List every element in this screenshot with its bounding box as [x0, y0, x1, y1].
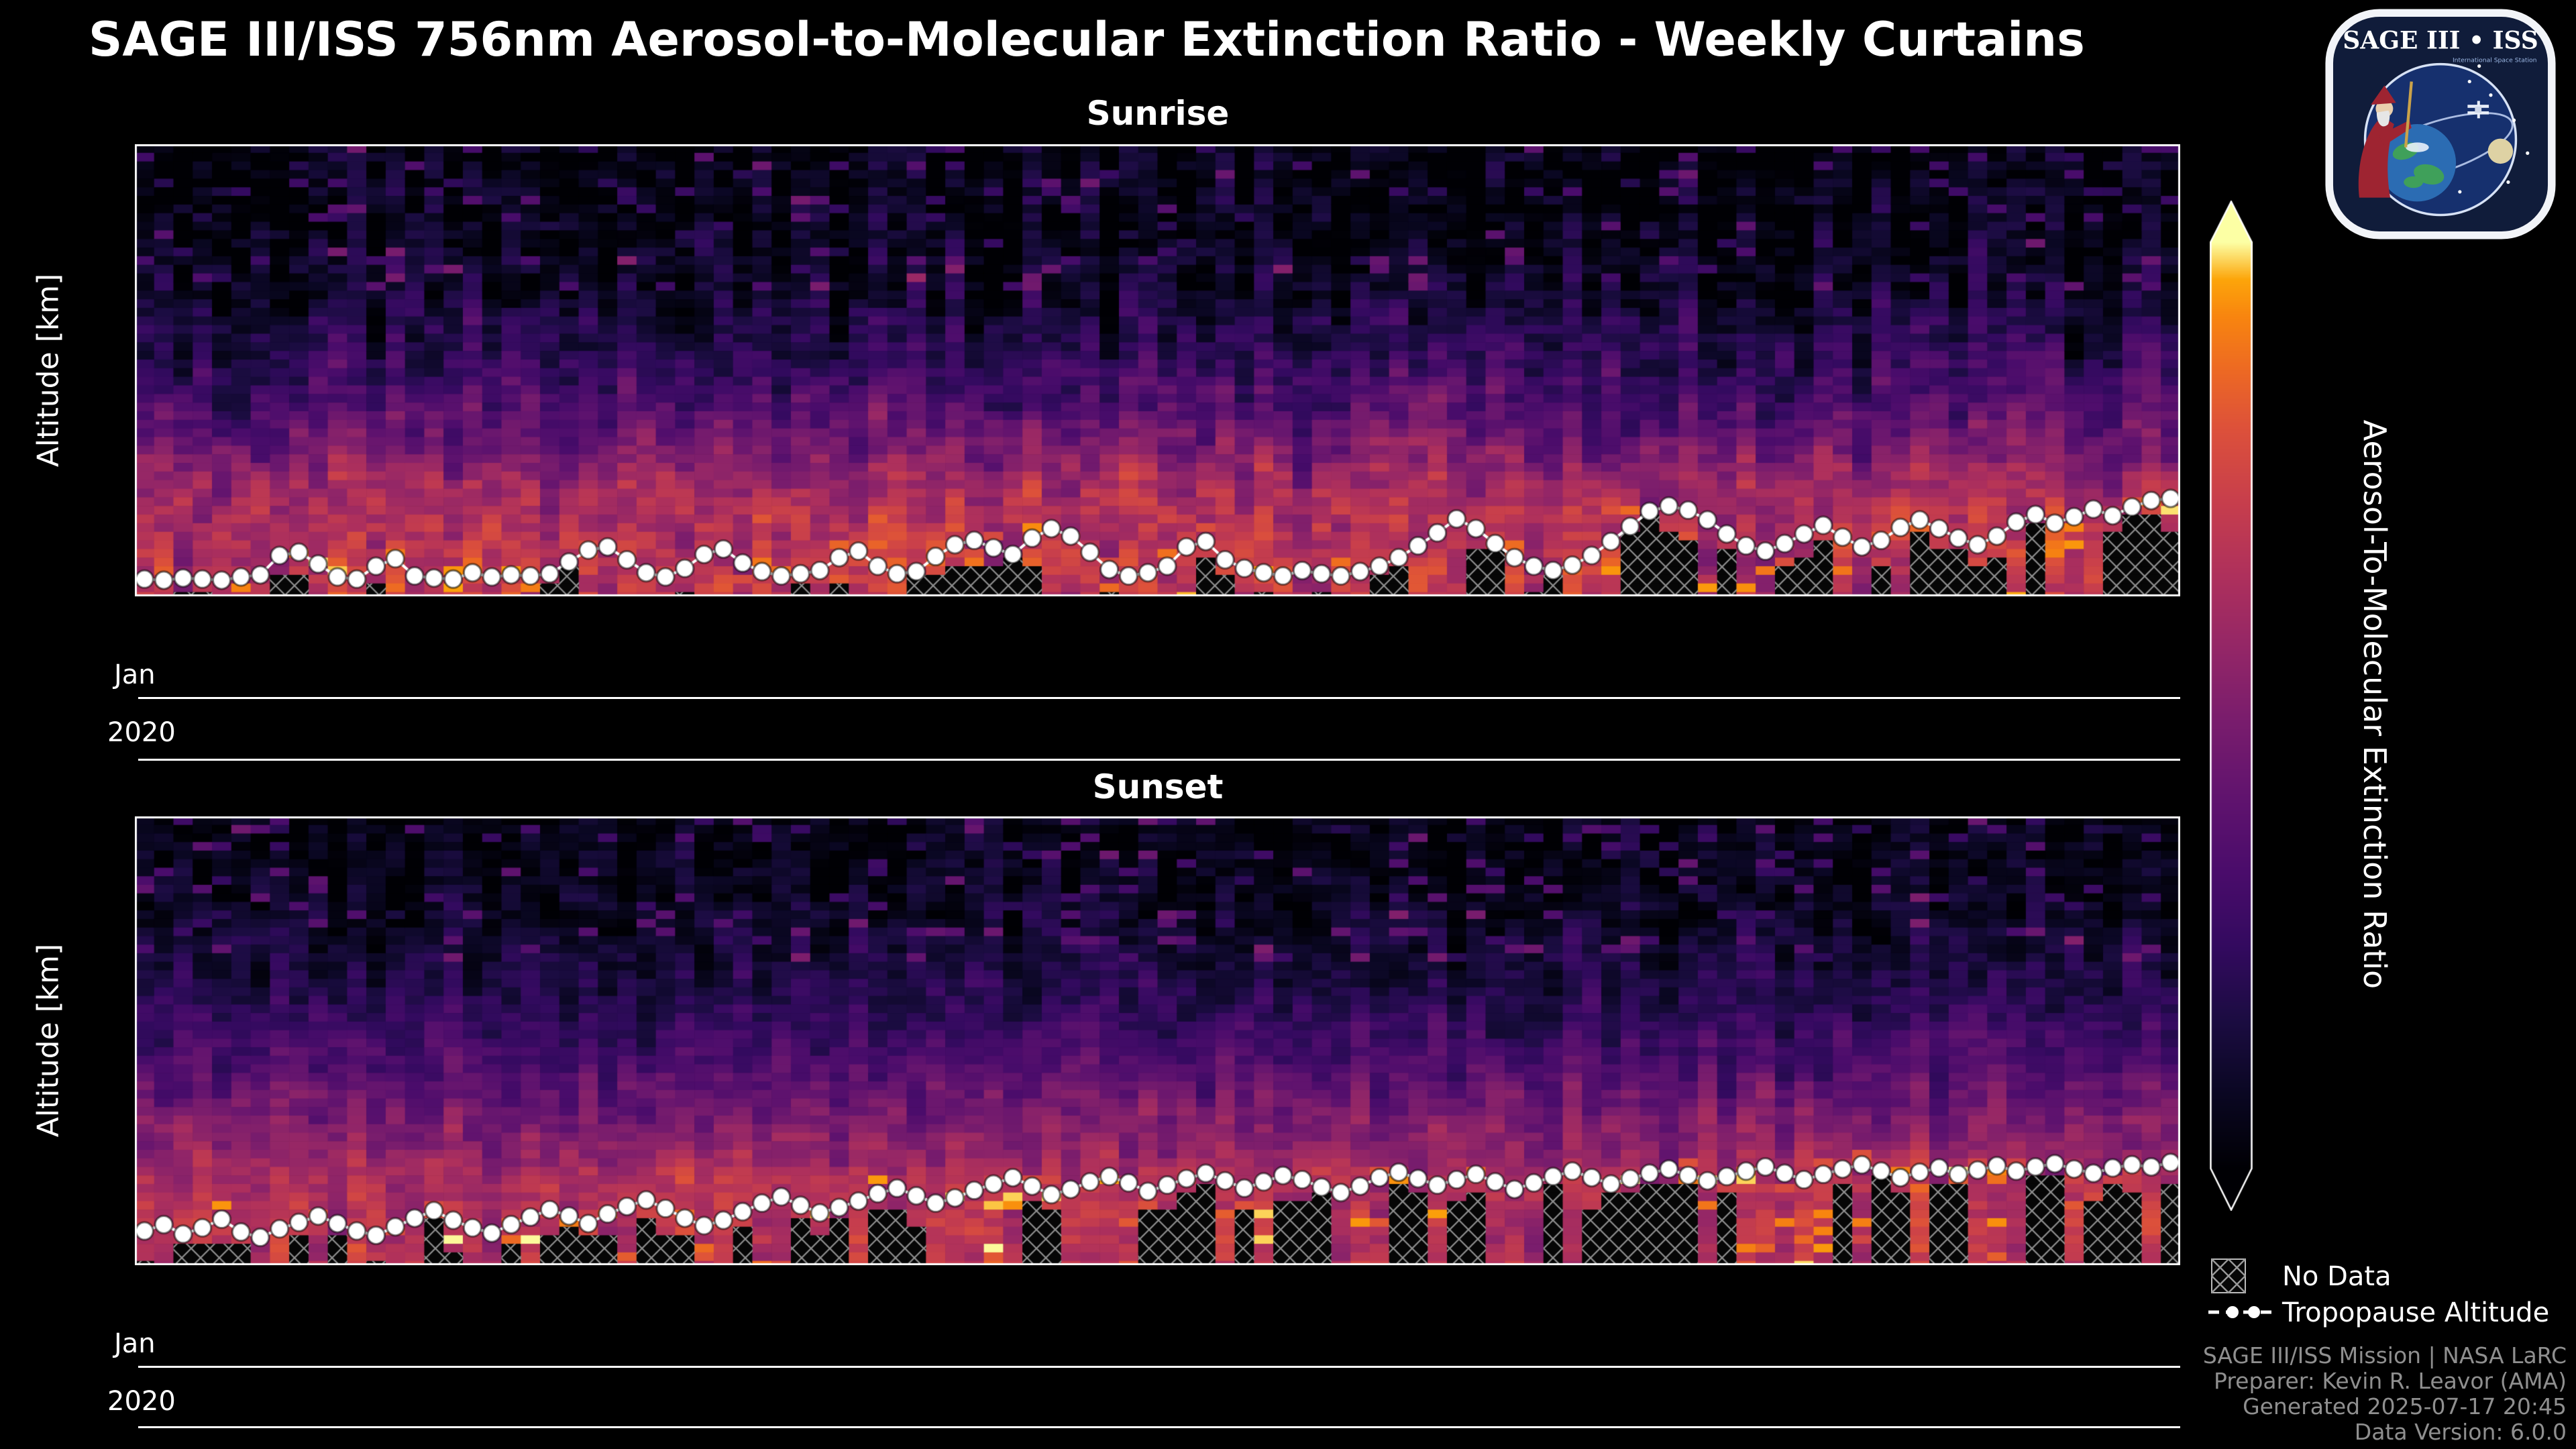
no-data-swatch-icon [2211, 1258, 2246, 1293]
credit-preparer: Preparer: Kevin R. Leavor (AMA) [2214, 1368, 2567, 1394]
stars [2458, 64, 2530, 194]
credits-block: SAGE III/ISS Mission | NASA LaRC Prepare… [2203, 1343, 2567, 1445]
wizard-icon [2358, 81, 2413, 198]
iss-icon [2467, 101, 2489, 119]
credit-generated: Generated 2025-07-17 20:45 [2243, 1393, 2567, 1419]
sunrise-y-axis-label: Altitude [km] [31, 273, 66, 468]
sunset-year-label: 2020 [107, 1386, 176, 1417]
legend-no-data-label: No Data [2282, 1261, 2392, 1292]
logo-subtitle: International Space Station [2453, 57, 2537, 64]
sunset-heatmap-canvas [135, 816, 2180, 1265]
colorbar-label: Aerosol-To-Molecular Extinction Ratio [2357, 419, 2393, 989]
sunset-month-separator [138, 1366, 2180, 1368]
sunrise-year-label: 2020 [107, 717, 176, 748]
colorbar-canvas [2210, 201, 2253, 1211]
sunrise-month-separator [138, 697, 2180, 699]
sunrise-month-label: Jan [114, 659, 156, 690]
credit-data-version: Data Version: 6.0.0 [2354, 1419, 2567, 1445]
sunrise-panel-title: Sunrise [1086, 94, 1230, 133]
sunset-year-separator [138, 1426, 2180, 1428]
sunset-month-label: Jan [114, 1328, 156, 1359]
sunrise-year-separator [138, 759, 2180, 761]
tropopause-marker-icon [2208, 1306, 2277, 1318]
figure-title: SAGE III/ISS 756nm Aerosol-to-Molecular … [89, 12, 2085, 67]
logo-title: SAGE III • ISS [2343, 27, 2538, 55]
credit-mission: SAGE III/ISS Mission | NASA LaRC [2202, 1342, 2567, 1368]
sunrise-heatmap-canvas [135, 144, 2180, 596]
sunset-y-axis-label: Altitude [km] [31, 943, 66, 1138]
moon-icon [2487, 138, 2514, 164]
legend-tropopause-label: Tropopause Altitude [2282, 1297, 2550, 1328]
sage-iss-logo: SAGE III • ISS International Space Stati… [2325, 9, 2556, 239]
sunset-panel-title: Sunset [1092, 767, 1224, 806]
